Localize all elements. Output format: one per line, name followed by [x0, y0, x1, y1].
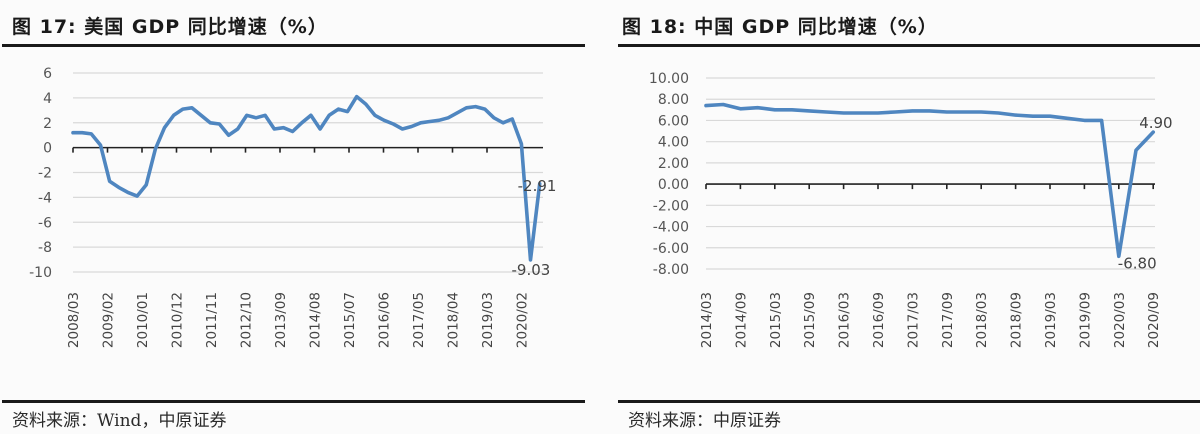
x-tick-label: 2017/03 [905, 292, 921, 348]
x-tick-label: 2010/12 [170, 292, 186, 348]
y-tick-label: -8.00 [653, 262, 689, 278]
y-tick-label: 4 [43, 91, 52, 107]
y-tick-label: 10.00 [649, 71, 689, 87]
china-gdp-line-chart: 10.00 8.00 6.00 4.00 2.00 0.00 -2.00 -4.00 -6.00… [649, 71, 1173, 348]
x-tick-label: 2018/03 [974, 292, 990, 348]
data-label: -6.80 [1118, 254, 1157, 272]
x-tick-label: 2016/09 [871, 292, 887, 348]
x-tick-label: 2015/03 [768, 292, 784, 348]
x-tick-label: 2015/07 [342, 292, 358, 348]
y-tick-label: 6.00 [658, 113, 689, 129]
x-tick-label: 2012/10 [239, 292, 255, 348]
data-label: -9.03 [512, 261, 551, 279]
source-note: 资料来源：Wind，中原证券 [12, 411, 227, 431]
series-line [704, 102, 1155, 259]
y-tick-label: 8.00 [658, 92, 689, 108]
y-tick-label: 6 [43, 66, 52, 82]
x-tick-label: 2016/03 [837, 292, 853, 348]
x-tick-label: 2015/09 [802, 292, 818, 348]
y-tick-label: -2 [38, 166, 52, 182]
us-gdp-line-chart: 6 4 2 0 -2 -4 -6 -8 -10 2008/03 2009/02 2010/01 2010… [29, 66, 557, 348]
title-rule [618, 44, 1200, 47]
source-note: 资料来源：中原证券 [628, 411, 781, 431]
x-tick-label: 2013/09 [273, 292, 289, 348]
series-line [71, 94, 542, 262]
x-tick-label: 2020/03 [1112, 292, 1128, 348]
x-tick-label: 2014/08 [308, 292, 324, 348]
x-tick-label: 2014/03 [699, 292, 715, 348]
x-tick-label: 2018/09 [1009, 292, 1025, 348]
y-tick-label: 4.00 [658, 135, 689, 151]
x-tick-label: 2010/01 [135, 292, 151, 348]
x-tick-label: 2011/11 [204, 292, 220, 348]
x-tick-label: 2019/03 [480, 292, 496, 348]
x-tick-label: 2017/09 [940, 292, 956, 348]
us-gdp-panel: 图 17: 美国 GDP 同比增速（%） 6 4 2 0 -2 -4 -6 -8 -10 2008… [0, 0, 590, 434]
y-tick-label: -6 [38, 215, 52, 231]
title-rule [2, 44, 585, 47]
y-tick-label: 2 [43, 116, 52, 132]
source-rule [618, 400, 1200, 403]
x-tick-label: 2017/05 [411, 292, 427, 348]
x-tick-label: 2009/02 [101, 292, 117, 348]
y-tick-label: -4 [38, 190, 52, 206]
y-tick-label: -8 [38, 240, 52, 256]
x-tick-label: 2018/04 [446, 292, 462, 348]
y-tick-label: -2.00 [653, 198, 689, 214]
source-rule [2, 400, 585, 403]
y-tick-label: -4.00 [653, 220, 689, 236]
x-tick-label: 2014/09 [733, 292, 749, 348]
china-gdp-panel: 图 18: 中国 GDP 同比增速（%） 10.00 8.00 6.00 4.00 2.… [610, 0, 1200, 434]
y-tick-label: 0 [43, 141, 52, 157]
x-tick-label: 2016/06 [377, 292, 393, 348]
figure-title: 图 17: 美国 GDP 同比增速（%） [12, 16, 328, 38]
y-tick-label: -6.00 [653, 241, 689, 257]
x-tick-label: 2020/02 [515, 292, 531, 348]
data-label: 4.90 [1139, 114, 1172, 132]
figure-title: 图 18: 中国 GDP 同比增速（%） [622, 16, 938, 38]
x-tick-label: 2019/03 [1043, 292, 1059, 348]
x-tick-label: 2020/09 [1146, 292, 1162, 348]
y-tick-label: 0.00 [658, 177, 689, 193]
x-tick-label: 2019/09 [1077, 292, 1093, 348]
y-tick-label: 2.00 [658, 156, 689, 172]
data-label: -2.91 [518, 177, 557, 195]
x-tick-label: 2008/03 [66, 292, 82, 348]
y-tick-label: -10 [29, 265, 52, 281]
